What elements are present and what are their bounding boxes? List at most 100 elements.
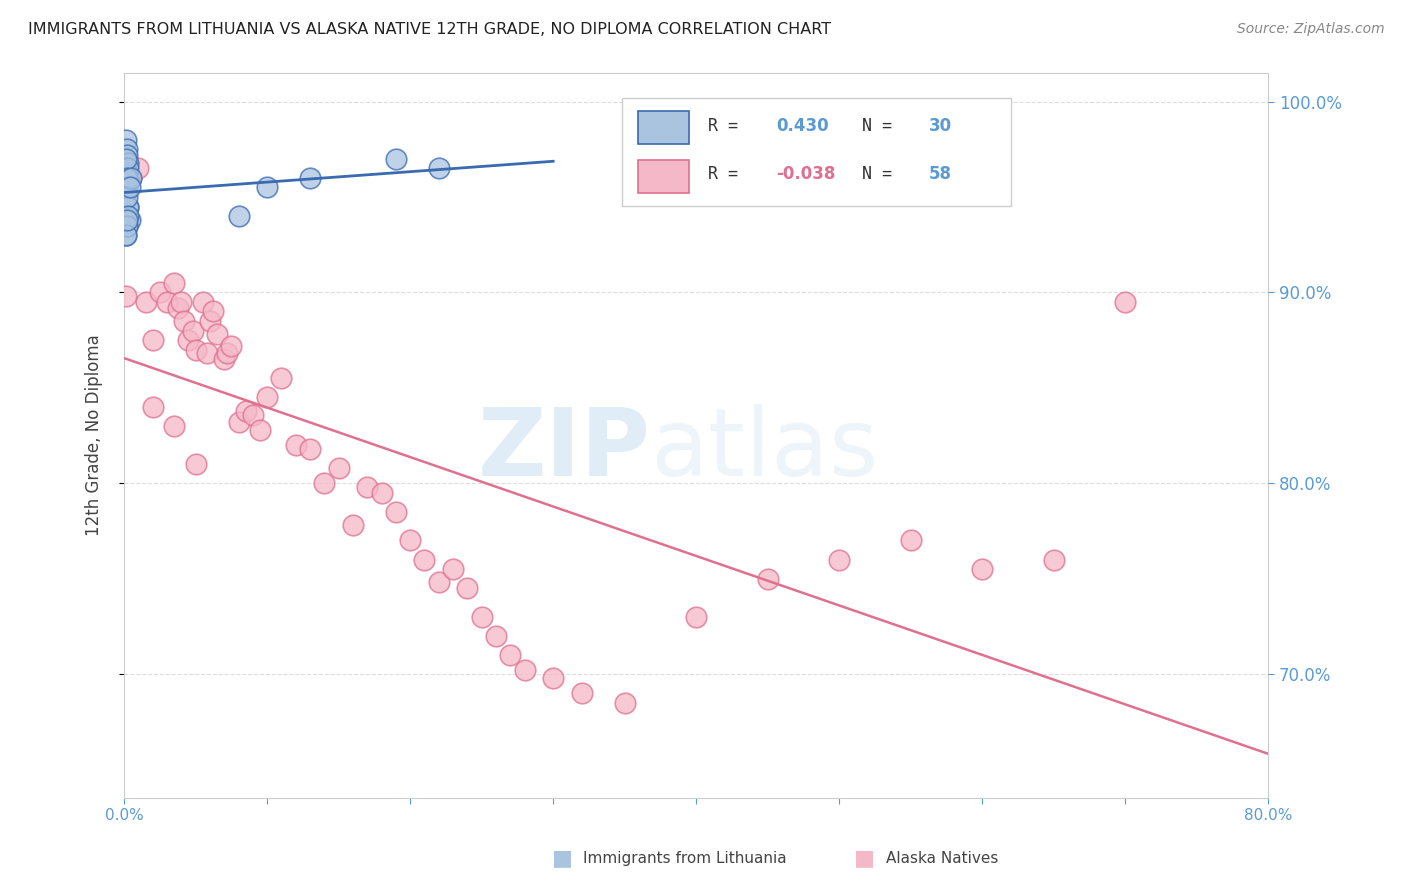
- Point: [117, 200, 139, 214]
- Point: [114, 161, 136, 176]
- Point: [235, 403, 257, 417]
- Text: IMMIGRANTS FROM LITHUANIA VS ALASKA NATIVE 12TH GRADE, NO DIPLOMA CORRELATION CH: IMMIGRANTS FROM LITHUANIA VS ALASKA NATI…: [28, 22, 831, 37]
- Point: [270, 371, 292, 385]
- Point: [117, 175, 139, 189]
- Point: [142, 400, 165, 414]
- Point: [114, 228, 136, 243]
- Text: 58: 58: [928, 166, 952, 184]
- Point: [828, 552, 851, 566]
- Point: [115, 180, 138, 194]
- Point: [399, 533, 422, 548]
- Point: [228, 209, 250, 223]
- Point: [1114, 295, 1136, 310]
- Point: [485, 629, 508, 643]
- Text: N =: N =: [862, 166, 903, 184]
- Point: [571, 686, 593, 700]
- Point: [117, 161, 139, 176]
- Point: [685, 609, 707, 624]
- Point: [198, 314, 221, 328]
- Point: [163, 276, 186, 290]
- Text: Immigrants from Lithuania: Immigrants from Lithuania: [583, 851, 787, 865]
- Point: [115, 213, 138, 227]
- Point: [118, 213, 141, 227]
- Text: Source: ZipAtlas.com: Source: ZipAtlas.com: [1237, 22, 1385, 37]
- Point: [427, 161, 450, 176]
- Point: [242, 408, 264, 422]
- Bar: [638, 160, 689, 193]
- Point: [299, 442, 322, 456]
- Point: [972, 562, 994, 576]
- Point: [156, 295, 179, 310]
- Point: [613, 696, 636, 710]
- Point: [328, 461, 350, 475]
- Text: atlas: atlas: [651, 404, 879, 496]
- Text: 0.430: 0.430: [776, 117, 830, 135]
- Point: [120, 170, 142, 185]
- Point: [115, 167, 138, 181]
- Point: [456, 581, 478, 595]
- Point: [115, 148, 138, 162]
- Point: [117, 155, 139, 169]
- Point: [115, 190, 138, 204]
- Text: ZIP: ZIP: [478, 404, 651, 496]
- Y-axis label: 12th Grade, No Diploma: 12th Grade, No Diploma: [86, 334, 103, 536]
- Text: N =: N =: [862, 117, 903, 135]
- Point: [118, 180, 141, 194]
- Point: [177, 333, 200, 347]
- Point: [471, 609, 494, 624]
- Point: [356, 480, 378, 494]
- Text: Alaska Natives: Alaska Natives: [886, 851, 998, 865]
- Point: [184, 343, 207, 357]
- Point: [115, 219, 138, 233]
- Point: [249, 423, 271, 437]
- Point: [184, 457, 207, 471]
- Point: [120, 170, 142, 185]
- Point: [413, 552, 436, 566]
- Point: [115, 170, 138, 185]
- Point: [173, 314, 195, 328]
- Point: [513, 663, 536, 677]
- Point: [170, 295, 193, 310]
- FancyBboxPatch shape: [621, 98, 1011, 206]
- Point: [115, 219, 138, 233]
- Point: [201, 304, 224, 318]
- Point: [163, 419, 186, 434]
- Point: [1043, 552, 1066, 566]
- Point: [541, 671, 564, 685]
- Point: [114, 186, 136, 201]
- Point: [256, 390, 278, 404]
- Point: [314, 476, 336, 491]
- Point: [114, 152, 136, 166]
- Text: 30: 30: [928, 117, 952, 135]
- Point: [117, 200, 139, 214]
- Point: [195, 346, 218, 360]
- Text: ■: ■: [855, 848, 875, 868]
- Text: ■: ■: [553, 848, 572, 868]
- Point: [142, 333, 165, 347]
- Point: [385, 152, 408, 166]
- Point: [900, 533, 922, 548]
- Bar: [638, 112, 689, 144]
- Point: [115, 142, 138, 156]
- Point: [117, 209, 139, 223]
- Point: [385, 505, 408, 519]
- Point: [228, 415, 250, 429]
- Text: -0.038: -0.038: [776, 166, 835, 184]
- Point: [441, 562, 464, 576]
- Point: [370, 485, 392, 500]
- Point: [191, 295, 214, 310]
- Text: R =: R =: [707, 117, 748, 135]
- Point: [127, 161, 149, 176]
- Point: [427, 575, 450, 590]
- Point: [181, 324, 204, 338]
- Point: [284, 438, 307, 452]
- Point: [114, 289, 136, 303]
- Point: [756, 572, 779, 586]
- Point: [342, 518, 364, 533]
- Text: R =: R =: [707, 166, 748, 184]
- Point: [149, 285, 172, 300]
- Point: [114, 209, 136, 223]
- Point: [256, 180, 278, 194]
- Point: [205, 327, 228, 342]
- Point: [299, 170, 322, 185]
